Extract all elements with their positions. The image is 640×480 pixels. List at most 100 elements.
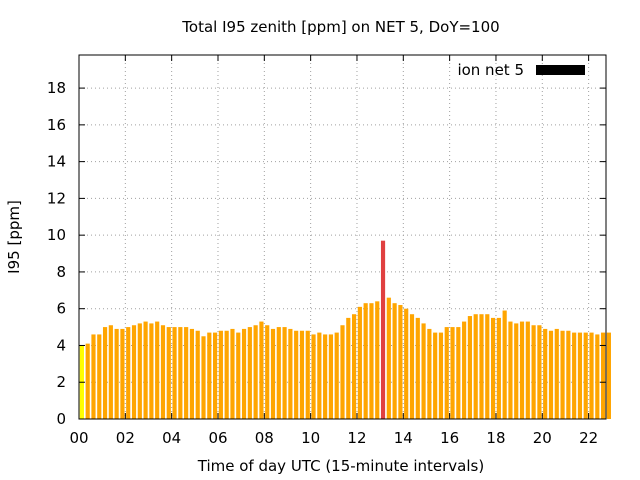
- bar: [311, 334, 316, 419]
- bar: [160, 325, 166, 419]
- bar: [595, 334, 600, 419]
- bar: [340, 325, 345, 419]
- bar: [334, 332, 339, 419]
- bar: [328, 334, 334, 419]
- bar: [282, 327, 287, 419]
- bar: [114, 328, 119, 419]
- x-tick-label: 08: [255, 429, 274, 447]
- x-tick-label: 00: [69, 429, 88, 447]
- bar: [438, 332, 444, 419]
- bar: [606, 332, 611, 419]
- bar: [143, 321, 148, 419]
- x-tick-label: 16: [440, 429, 459, 447]
- bar: [207, 332, 212, 419]
- bar: [131, 325, 137, 419]
- bar: [201, 336, 206, 419]
- bar: [184, 327, 189, 419]
- bar: [462, 321, 467, 419]
- bar: [172, 327, 177, 419]
- bar: [502, 310, 507, 419]
- bar: [91, 334, 96, 419]
- bar: [294, 330, 299, 419]
- bar: [583, 332, 588, 419]
- bar: [479, 314, 484, 419]
- bar: [218, 330, 223, 419]
- bar: [444, 327, 449, 419]
- legend-label: ion net 5: [457, 61, 524, 79]
- bar: [375, 301, 380, 419]
- chart-title: Total I95 zenith [ppm] on NET 5, DoY=100: [181, 18, 499, 36]
- bar: [572, 332, 577, 419]
- bar: [108, 325, 113, 419]
- bar: [265, 325, 270, 419]
- legend-swatch: [536, 65, 585, 75]
- bar: [560, 330, 565, 419]
- y-tick-labels: 0 2 4 6 8 10 12 14 16 18: [47, 79, 66, 428]
- bar: [288, 328, 293, 419]
- bar: [276, 327, 281, 419]
- bar: [126, 327, 131, 419]
- bar: [137, 323, 142, 419]
- y-tick-label: 8: [56, 263, 66, 281]
- bar: [178, 327, 183, 419]
- y-tick-label: 6: [56, 300, 66, 318]
- bar: [230, 328, 235, 419]
- bar: [427, 328, 432, 419]
- bar: [421, 323, 426, 419]
- bar: [195, 330, 200, 419]
- x-tick-label: 14: [394, 429, 413, 447]
- ticks: [78, 55, 606, 420]
- x-tick-label: 18: [486, 429, 505, 447]
- bar: [155, 321, 160, 419]
- x-tick-label: 12: [347, 429, 366, 447]
- bar: [467, 316, 472, 419]
- bar: [299, 330, 305, 419]
- bar: [85, 343, 90, 419]
- bar: [270, 328, 276, 419]
- bar: [537, 325, 542, 419]
- y-tick-label: 18: [47, 79, 66, 97]
- bar: [253, 325, 258, 419]
- bar: [508, 321, 513, 419]
- y-tick-label: 2: [56, 373, 66, 391]
- bar: [386, 297, 391, 419]
- y-axis-label: I95 [ppm]: [5, 200, 23, 274]
- bar: [323, 334, 328, 419]
- bar: [514, 323, 519, 419]
- y-tick-label: 10: [47, 226, 66, 244]
- bar: [351, 314, 357, 419]
- y-tick-label: 16: [47, 116, 66, 134]
- x-tick-labels: 00 02 04 06 08 10 12 14 16 18 20 22: [69, 429, 598, 447]
- bar: [589, 332, 594, 419]
- y-tick-label: 12: [47, 189, 66, 207]
- x-tick-label: 06: [208, 429, 227, 447]
- bar: [531, 325, 536, 419]
- bar: [363, 303, 368, 419]
- bar: [519, 321, 525, 419]
- bar: [189, 328, 195, 419]
- y-tick-label: 14: [47, 153, 66, 171]
- x-axis-label: Time of day UTC (15-minute intervals): [197, 457, 484, 475]
- bar: [305, 330, 310, 419]
- bar: [317, 332, 322, 419]
- bar: [409, 314, 415, 419]
- bar: [259, 321, 264, 419]
- bar: [120, 328, 125, 419]
- x-tick-label: 20: [533, 429, 552, 447]
- bar: [346, 317, 351, 419]
- bar: [577, 332, 583, 419]
- bar: [554, 328, 559, 419]
- bar: [247, 327, 252, 419]
- bar: [415, 317, 420, 419]
- bar: [490, 317, 496, 419]
- bars: [79, 240, 611, 419]
- plot-frame: [78, 54, 607, 420]
- y-tick-label: 0: [56, 410, 66, 428]
- bar: [398, 305, 403, 419]
- bar: [456, 327, 461, 419]
- bar: [404, 308, 409, 419]
- bar: [543, 328, 548, 419]
- bar: [433, 332, 438, 419]
- bar: [149, 323, 154, 419]
